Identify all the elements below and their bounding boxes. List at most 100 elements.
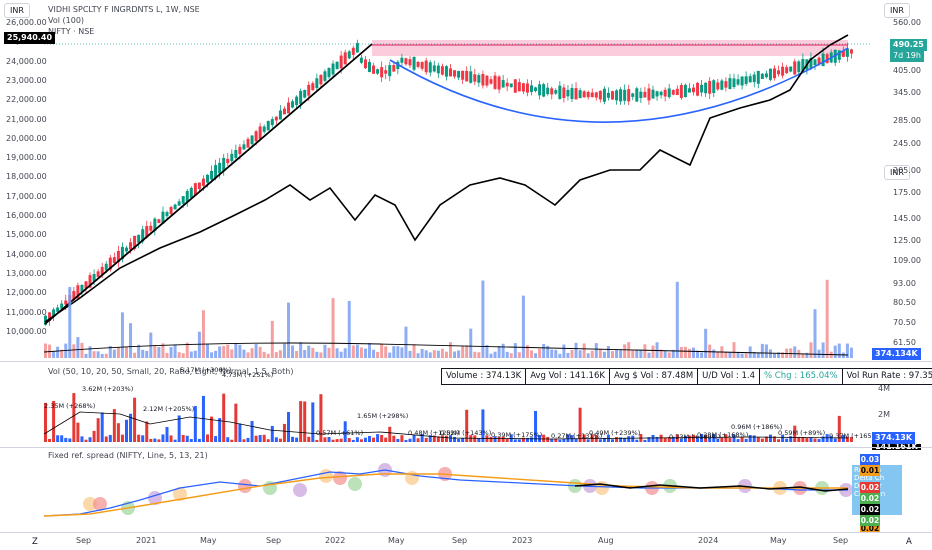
stat-avg-vol: Avg Vol : 141.16K — [526, 369, 610, 384]
x-axis-tick: Sep — [76, 536, 92, 545]
volume-legend[interactable]: Vol (100) — [48, 16, 85, 25]
currency-selector-right-mid[interactable]: INR — [884, 165, 910, 180]
volume-spike-label: 0.23M (+189%) — [669, 433, 721, 441]
auto-scale-button[interactable]: A — [906, 537, 912, 547]
volume-settings-legend[interactable]: Vol (50, 10, 20, 50, Small, 20, Ratio, L… — [48, 367, 294, 376]
right-axis-tick: 205.00 — [893, 166, 921, 175]
ref-value-5: 0.02 — [860, 515, 880, 526]
x-axis-tick: May — [388, 536, 405, 545]
right-axis-tick: 405.00 — [893, 66, 921, 75]
volume-spike-label: 0.27M (+131%) — [551, 432, 603, 440]
volume-spike-label: 0.28M (+168%) — [697, 431, 749, 439]
volume-spike-label: 2.35M (+268%) — [44, 402, 96, 410]
right-axis-tick: 80.50 — [893, 298, 916, 307]
left-axis-tick: 18,000.00 — [6, 172, 47, 182]
left-price-tag: 25,940.40 — [4, 32, 56, 44]
left-axis-tick: 16,000.00 — [6, 211, 47, 220]
vol-axis-2m: 2M — [878, 410, 890, 419]
right-axis-tick: 285.00 — [893, 116, 921, 125]
right-axis-tick: 109.00 — [893, 256, 921, 265]
stat-avg-dollar-vol: Avg $ Vol : 87.48M — [610, 369, 699, 384]
x-axis-tick: Aug — [598, 536, 614, 545]
ref-value-4: 0.02 — [860, 504, 880, 515]
ref-value-0: 0.03 — [860, 454, 880, 465]
volume-spike-label: 0.39M (+175%) — [491, 431, 543, 439]
left-axis-tick: 24,000.00 — [6, 56, 47, 66]
volume-stats-table: Volume : 374.13K Avg Vol : 141.16K Avg $… — [441, 368, 932, 385]
nifty-line — [44, 34, 849, 323]
spread-legend[interactable]: Fixed ref. spread (NIFTY, Line, 5, 13, 2… — [48, 451, 208, 460]
volume-spike-label: 2.12M (+205%) — [143, 405, 195, 413]
right-axis-tick: 93.00 — [893, 279, 916, 288]
bar-timer-tag: 7d 19h — [890, 50, 924, 62]
volume-tag: 374.134K — [872, 348, 921, 360]
left-axis-tick: 15,000.00 — [6, 230, 47, 240]
left-axis-tick: 19,000.00 — [6, 153, 47, 163]
x-axis-tick: 2024 — [698, 536, 719, 545]
x-axis-tick: May — [200, 536, 217, 545]
price-chart[interactable] — [0, 0, 932, 360]
right-axis-tick: 61.50 — [893, 338, 916, 347]
right-axis-tick: 345.00 — [893, 88, 921, 97]
x-axis-tick: 2021 — [136, 536, 157, 545]
left-axis-tick: 17,000.00 — [6, 191, 47, 201]
right-axis-tick: 245.00 — [893, 139, 921, 148]
stat-ud-vol: U/D Vol : 1.4 — [698, 369, 761, 384]
x-axis-tick: Sep — [833, 536, 849, 545]
vol-pane-tag: 374.13K — [872, 432, 916, 444]
volume-spike-label: 0.52M (+143%) — [440, 429, 492, 437]
symbol-title[interactable]: VIDHI SPCLTY F INGRDNTS L, 1W, NSE — [48, 5, 200, 14]
right-axis-tick: 70.50 — [893, 318, 916, 327]
right-axis-tick: 125.00 — [893, 236, 921, 245]
volume-spike-label: 0.57M (+61%) — [316, 429, 364, 437]
ref-value-3: 0.02 — [860, 493, 880, 504]
ref-value-1: 0.01 — [860, 465, 880, 476]
left-axis-tick: 10,000.00 — [6, 326, 47, 336]
left-axis-tick: 20,000.00 — [6, 133, 47, 143]
volume-ma-line — [43, 342, 849, 356]
x-axis-tick: May — [770, 536, 787, 545]
x-axis-tick: 2023 — [512, 536, 533, 545]
currency-selector-left[interactable]: INR — [4, 3, 30, 18]
volume-spike-label: 0.96M (+186%) — [731, 423, 783, 431]
compare-legend[interactable]: NIFTY · NSE — [48, 27, 95, 36]
volume-spike-label: 3.62M (+203%) — [82, 385, 134, 393]
last-price-tag: 490.25 — [890, 39, 927, 51]
ref-label-1: Delta Ch — [854, 474, 885, 482]
stat-pct-change: % Chg : 165.04% — [760, 369, 843, 384]
volume-spike-label: 1.65M (+298%) — [357, 412, 409, 420]
right-axis-tick: 175.00 — [893, 188, 921, 197]
resistance-zone — [372, 40, 848, 56]
x-axis-tick: Sep — [266, 536, 282, 545]
volume-spike-label: 4.73M (+251%) — [222, 371, 274, 379]
volume-spike-label: 0.59M (+89%) — [778, 429, 826, 437]
ref-value-6: 0.02 — [860, 526, 880, 532]
right-axis-tick: 560.00 — [893, 18, 921, 27]
left-axis-tick: 22,000.00 — [6, 95, 47, 105]
spread-pane[interactable] — [0, 448, 870, 528]
left-axis-tick: 26,000.00 — [6, 18, 47, 27]
volume-spike-label: 0.37M (+165%) — [829, 432, 881, 440]
volume-spike-label: 5.17M (+306%) — [180, 366, 232, 374]
left-axis-tick: 12,000.00 — [6, 288, 47, 298]
timezone-button[interactable]: Z — [32, 537, 38, 547]
trend-line — [44, 43, 373, 325]
volume-spike-label: 0.49M (+239%) — [589, 429, 641, 437]
cup-curve — [389, 47, 849, 123]
right-axis-tick: 145.00 — [893, 214, 921, 223]
currency-selector-right[interactable]: INR — [884, 3, 910, 18]
volume-bars — [44, 279, 853, 358]
left-axis-tick: 23,000.00 — [6, 75, 47, 85]
volume-pane[interactable] — [0, 362, 870, 446]
stat-run-rate: Vol Run Rate : 97.35% — [846, 371, 932, 381]
x-axis-tick: 2022 — [325, 536, 346, 545]
left-axis-tick: 13,000.00 — [6, 268, 47, 278]
volume-spike-label: 0.48M (+120%) — [408, 429, 460, 437]
left-axis-tick: 21,000.00 — [6, 114, 47, 124]
vol-axis-4m: 4M — [878, 384, 890, 393]
left-axis-tick: 14,000.00 — [6, 249, 47, 259]
ref-value-2: 0.02 — [860, 482, 880, 493]
left-axis-tick: 11,000.00 — [6, 307, 47, 317]
candlesticks — [44, 39, 853, 326]
stat-volume: Volume : 374.13K — [442, 369, 527, 384]
